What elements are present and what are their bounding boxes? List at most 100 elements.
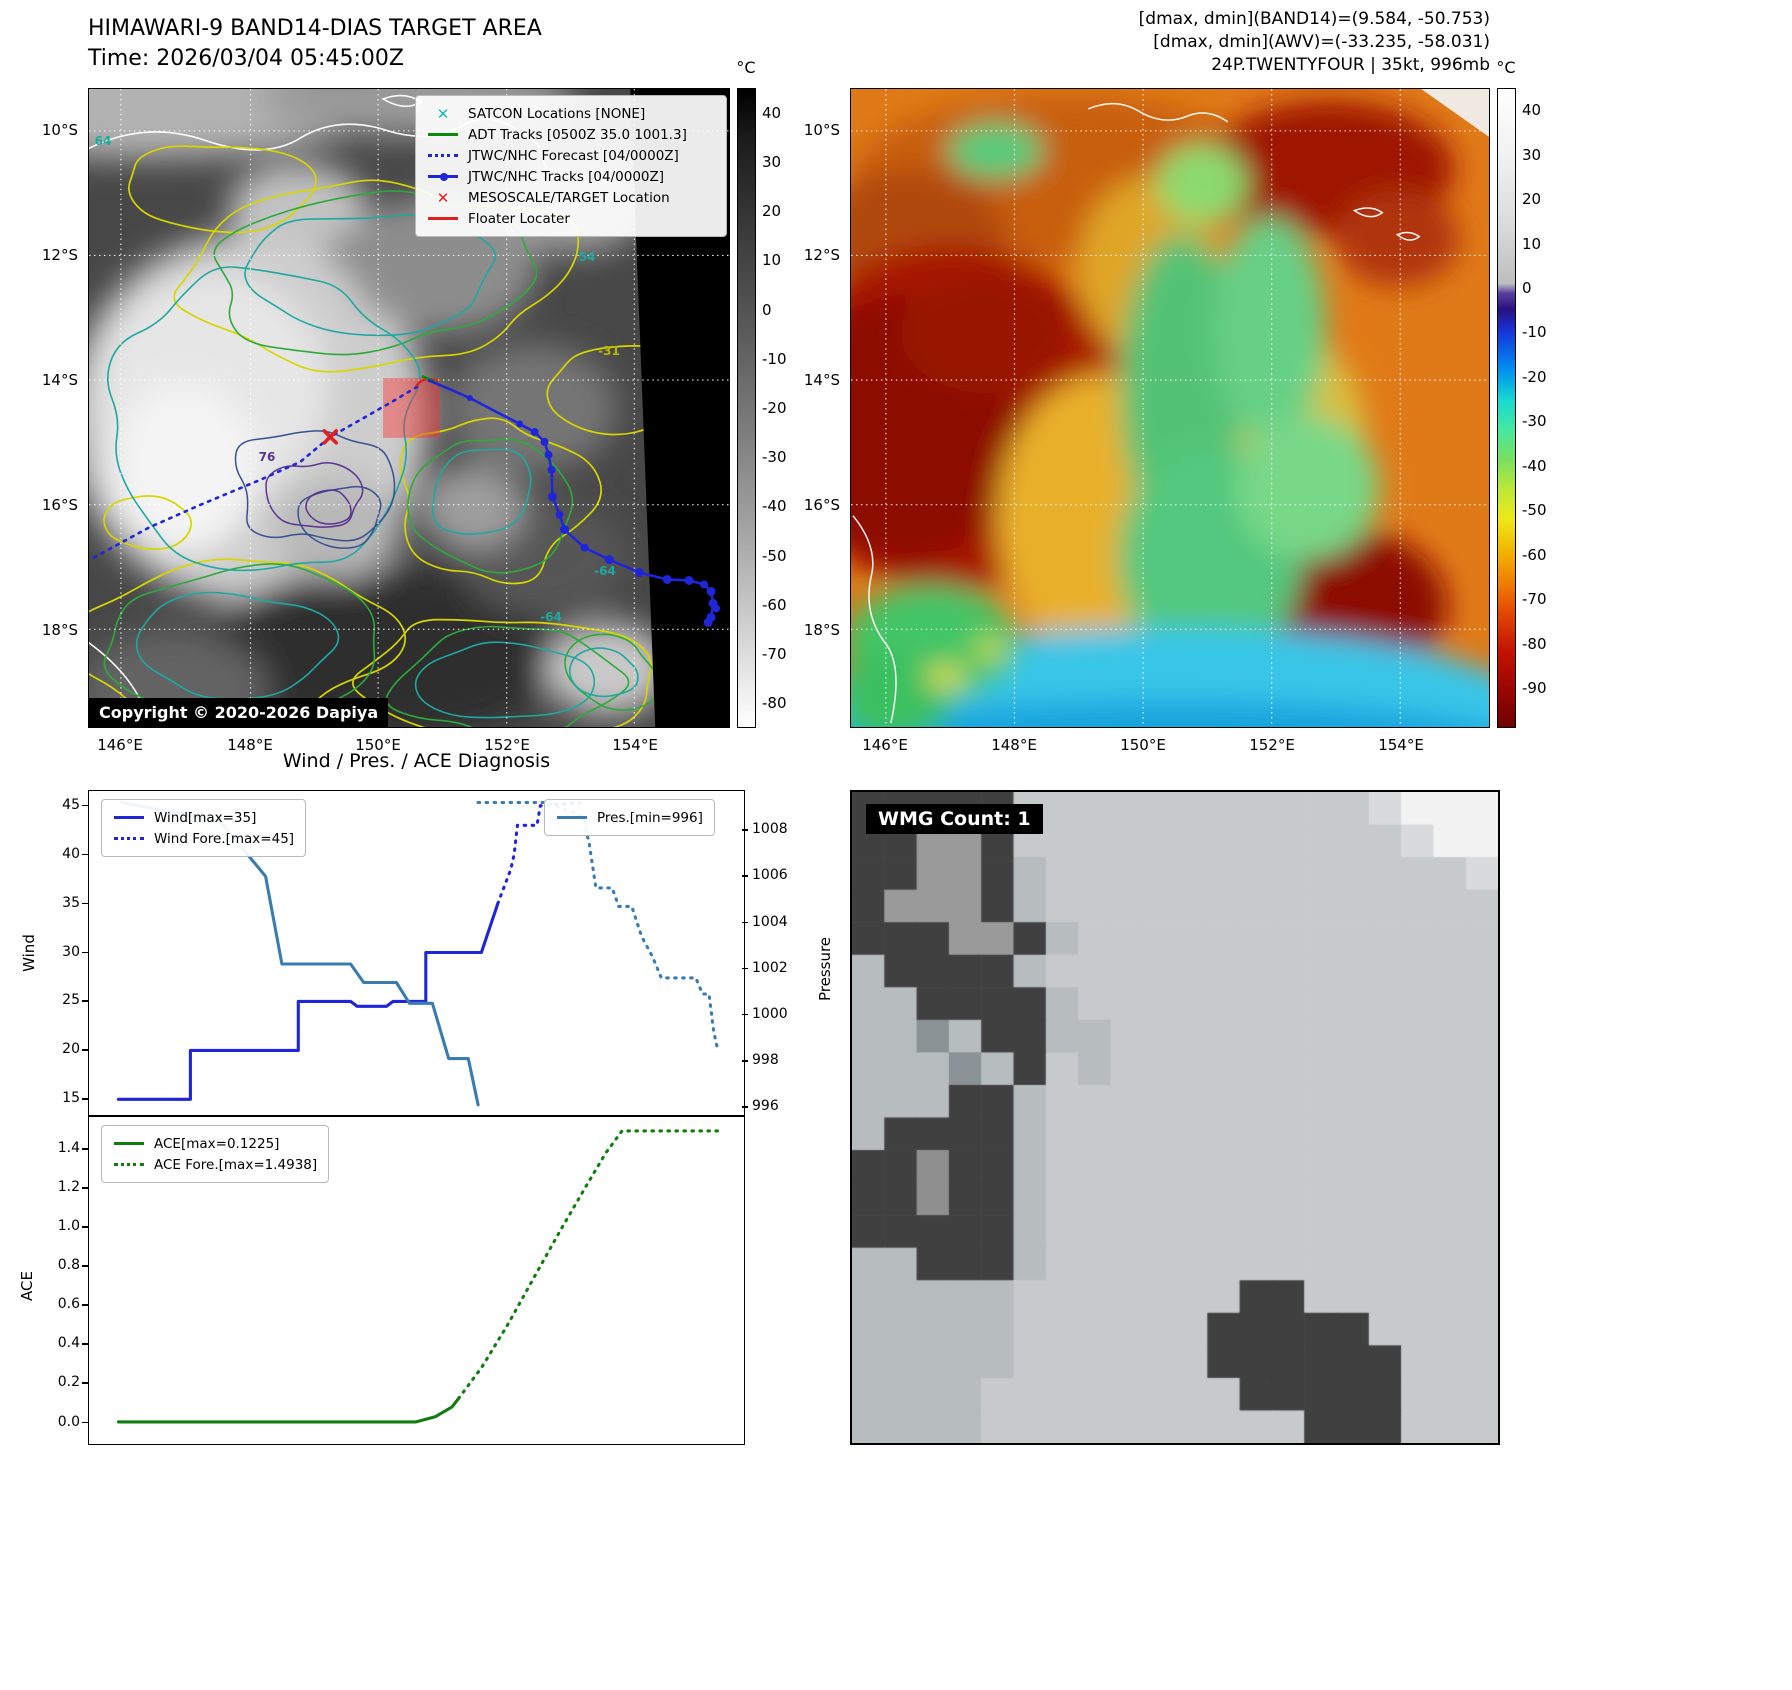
contour-value-label: -64 bbox=[594, 564, 616, 578]
axis-tick-label: 152°E bbox=[1249, 736, 1295, 754]
tick-mark bbox=[742, 875, 748, 877]
legend-label: ACE Fore.[max=1.4938] bbox=[154, 1156, 318, 1173]
awv-satellite-image bbox=[851, 89, 1489, 727]
colorbar-tick-label: -10 bbox=[1522, 323, 1547, 342]
tick-mark bbox=[82, 804, 88, 807]
copyright-badge: Copyright © 2020-2026 Dapiya bbox=[89, 698, 389, 727]
legend-item: ✕ SATCON Locations [NONE] bbox=[427, 103, 715, 124]
legend-item: ACE Fore.[max=1.4938] bbox=[113, 1154, 317, 1175]
legend-label: Wind Fore.[max=45] bbox=[154, 830, 295, 847]
wmg-count-badge: WMG Count: 1 bbox=[866, 804, 1043, 834]
legend-label: JTWC/NHC Forecast [04/0000Z] bbox=[468, 147, 679, 164]
series-pres-min-996- bbox=[120, 800, 480, 1107]
chart-tick-label: 0.2 bbox=[57, 1374, 80, 1391]
annotation-band14: [dmax, dmin](BAND14)=(9.584, -50.753) bbox=[1138, 9, 1490, 29]
dot-marker-icon bbox=[440, 173, 448, 181]
colorbar-tick-label: 10 bbox=[762, 251, 782, 270]
chart-tick-label: 1000 bbox=[752, 1005, 788, 1022]
awv-colorbar-unit: °C bbox=[1496, 58, 1516, 77]
series-ace-fore-max-1-4938- bbox=[456, 1129, 722, 1401]
legend-item: Floater Locater bbox=[427, 208, 715, 229]
grid-lines bbox=[851, 89, 1489, 727]
series-wind-max-35- bbox=[116, 902, 500, 1101]
chart-tick-label: 45 bbox=[62, 796, 80, 813]
axis-tick-label: 154°E bbox=[1378, 736, 1424, 754]
chart-tick-label: 998 bbox=[752, 1051, 779, 1068]
legend-label: ACE[max=0.1225] bbox=[154, 1135, 280, 1152]
contour-value-label: 76 bbox=[258, 450, 276, 464]
colorbar-tick-label: 20 bbox=[1522, 190, 1542, 209]
line-icon bbox=[428, 217, 458, 220]
page-title: HIMAWARI-9 BAND14-DIAS TARGET AREA bbox=[88, 16, 542, 41]
colorbar-tick-label: 10 bbox=[1522, 234, 1542, 253]
legend-item: ✕ MESOSCALE/TARGET Location bbox=[427, 187, 715, 208]
scan-edge-corner bbox=[1421, 89, 1489, 137]
legend-item: ACE[max=0.1225] bbox=[113, 1133, 317, 1154]
mesoscale-target-area-box bbox=[383, 378, 440, 438]
axis-tick-label: 16°S bbox=[41, 496, 78, 514]
contour-value-label: 64 bbox=[94, 134, 112, 148]
legend-label: ADT Tracks [0500Z 35.0 1001.3] bbox=[468, 126, 687, 143]
line-icon bbox=[114, 816, 144, 819]
tick-mark bbox=[82, 1265, 88, 1267]
axis-tick-label: 12°S bbox=[803, 246, 840, 264]
coastline bbox=[852, 102, 1421, 724]
legend-marker: ✕ bbox=[427, 190, 459, 205]
tick-mark bbox=[742, 921, 748, 924]
chart-tick-label: 20 bbox=[62, 1041, 80, 1058]
contour-value-label: -64 bbox=[540, 610, 562, 624]
chart-tick-label: 0.4 bbox=[57, 1335, 80, 1352]
series-wind-fore-max-45- bbox=[496, 801, 582, 906]
colorbar-tick-label: -80 bbox=[762, 694, 787, 713]
colorbar-tick-label: -30 bbox=[1522, 412, 1547, 431]
chart-tick-label: 15 bbox=[62, 1090, 80, 1107]
tick-mark bbox=[82, 1000, 88, 1003]
legend-marker: ✕ bbox=[427, 106, 459, 121]
colorbar-tick-label: -50 bbox=[762, 546, 787, 565]
chart-tick-label: 1004 bbox=[752, 913, 788, 930]
axis-tick-label: 154°E bbox=[612, 736, 658, 754]
tick-mark bbox=[82, 1421, 88, 1424]
legend-marker bbox=[427, 154, 459, 157]
chart-tick-label: 30 bbox=[62, 943, 80, 960]
tick-mark bbox=[82, 1304, 88, 1306]
map-title-block: HIMAWARI-9 BAND14-DIAS TARGET AREA Time:… bbox=[88, 14, 542, 74]
chart-tick-label: 1.0 bbox=[57, 1218, 80, 1235]
dotted-line-icon bbox=[114, 1163, 144, 1166]
tick-mark bbox=[82, 1187, 88, 1189]
colorbar-tick-label: 30 bbox=[762, 152, 782, 171]
chart-tick-label: 1.4 bbox=[57, 1140, 80, 1157]
colorbar-tick-label: 0 bbox=[762, 300, 772, 319]
colorbar-tick-label: -90 bbox=[1522, 679, 1547, 697]
jtwc-forecast-track bbox=[92, 383, 422, 559]
no-data-wedge bbox=[630, 89, 729, 727]
chart-tick-label: 35 bbox=[62, 894, 80, 911]
map-legend: ✕ SATCON Locations [NONE] ADT Tracks [0500… bbox=[415, 95, 727, 237]
legend-marker bbox=[113, 816, 145, 819]
chart-tick-label: 1006 bbox=[752, 867, 788, 884]
axis-tick-label: 146°E bbox=[97, 736, 143, 754]
tick-mark bbox=[742, 967, 748, 970]
colorbar-tick-label: -80 bbox=[1522, 634, 1547, 653]
annotation-awv: [dmax, dmin](AWV)=(-33.235, -58.031) bbox=[1153, 32, 1490, 52]
chart-tick-label: 0.0 bbox=[57, 1413, 80, 1430]
colorbar-tick-label: 40 bbox=[762, 103, 782, 122]
axis-tick-label: 16°S bbox=[803, 496, 840, 514]
axis-tick-label: 150°E bbox=[355, 736, 401, 754]
pressure-axis-label: Pressure bbox=[816, 936, 834, 1002]
awv-colorbar bbox=[1497, 88, 1516, 728]
axis-tick-label: 148°E bbox=[991, 736, 1037, 754]
colorbar-tick-label: -40 bbox=[762, 497, 787, 516]
chart-tick-label: 40 bbox=[62, 845, 80, 862]
axis-tick-label: 148°E bbox=[227, 736, 273, 754]
tick-mark bbox=[82, 1382, 88, 1385]
dotted-line-icon bbox=[114, 837, 144, 840]
chart-tick-label: 0.8 bbox=[57, 1257, 80, 1274]
colorbar-tick-label: 40 bbox=[1522, 101, 1542, 120]
tick-mark bbox=[82, 951, 88, 954]
axis-tick-label: 150°E bbox=[1120, 736, 1166, 754]
chart-legend: Wind[max=35] Wind Fore.[max=45] bbox=[101, 799, 307, 857]
awv-map-panel bbox=[850, 88, 1490, 728]
chart-tick-label: 25 bbox=[62, 992, 80, 1009]
series-pres-fore- bbox=[476, 800, 720, 1054]
